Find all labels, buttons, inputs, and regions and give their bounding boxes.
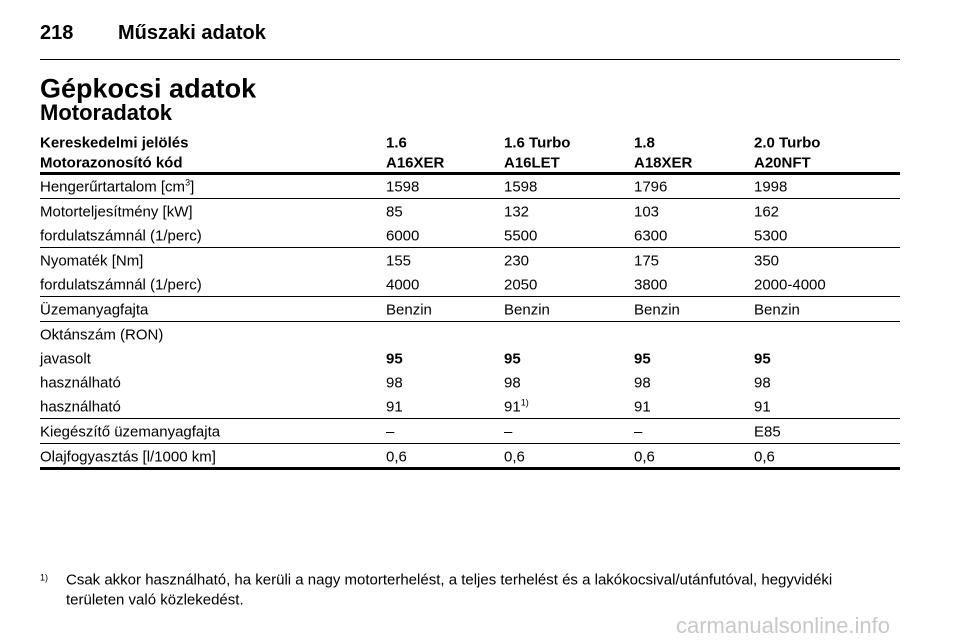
table-cell: 4000: [386, 276, 420, 294]
table-cell: Benzin: [504, 301, 550, 319]
table-cell: 2.0 Turbo: [754, 134, 821, 152]
table-cell: A18XER: [634, 154, 693, 172]
table-cell: 1.6: [386, 134, 407, 152]
table-cell: Motorazonosító kód: [40, 154, 183, 172]
table-cell: 98: [504, 374, 521, 392]
table-rule: [40, 296, 900, 297]
table-cell: 230: [504, 252, 530, 270]
superscript: 1): [520, 397, 529, 408]
table-cell: 6000: [386, 227, 420, 245]
table-cell: 95: [386, 350, 403, 368]
table-cell: –: [386, 423, 395, 441]
table-cell: 0,6: [754, 448, 775, 466]
section-title: Műszaki adatok: [118, 22, 266, 44]
table-cell: A16XER: [386, 154, 445, 172]
table-cell: 98: [386, 374, 403, 392]
footnote-line: területen való közlekedést.: [66, 591, 244, 609]
table-cell: 95: [504, 350, 521, 368]
table-cell: 1.6 Turbo: [504, 134, 571, 152]
table-cell: 98: [754, 374, 771, 392]
table-cell: –: [504, 423, 513, 441]
title: Gépkocsi adatok: [40, 73, 257, 104]
cell-text: ]: [190, 178, 195, 196]
page-number: 218: [40, 22, 74, 44]
table-cell: 95: [634, 350, 651, 368]
table-rule: [40, 172, 900, 175]
table-cell: 1.8: [634, 134, 655, 152]
table-cell: Olajfogyasztás [l/1000 km]: [40, 448, 216, 466]
table-rule: [40, 467, 900, 470]
header-rule: [40, 59, 900, 60]
table-cell: 162: [754, 203, 780, 221]
table-cell: Üzemanyagfajta: [40, 301, 149, 319]
table-cell: A20NFT: [754, 154, 811, 172]
table-cell: fordulatszámnál (1/perc): [40, 227, 202, 245]
table-cell: 91: [386, 398, 403, 416]
table-cell: Kereskedelmi jelölés: [40, 134, 189, 152]
table-cell: 0,6: [504, 448, 525, 466]
table-cell: használható: [40, 398, 121, 416]
footnote-marker: 1): [40, 572, 49, 583]
table-cell: 350: [754, 252, 780, 270]
table-cell: Motorteljesítmény [kW]: [40, 203, 193, 221]
table-cell: 98: [634, 374, 651, 392]
table-cell: 132: [504, 203, 530, 221]
table-cell: Benzin: [634, 301, 680, 319]
table-cell: Hengerűrtartalom [cm3]: [40, 177, 195, 196]
table-cell: 155: [386, 252, 412, 270]
table-cell: 0,6: [634, 448, 655, 466]
table-cell: használható: [40, 374, 121, 392]
table-cell: E85: [754, 423, 781, 441]
superscript: 3: [185, 177, 191, 188]
table-cell: 103: [634, 203, 660, 221]
table-cell: –: [634, 423, 643, 441]
table-cell: Benzin: [754, 301, 800, 319]
table-cell: 5300: [754, 227, 788, 245]
table-cell: Benzin: [386, 301, 432, 319]
table-rule: [40, 418, 900, 419]
table-rule: [40, 198, 900, 199]
table-cell: 91: [634, 398, 651, 416]
table-cell: 1796: [634, 178, 668, 196]
table-cell: 1598: [504, 178, 538, 196]
table-rule: [40, 443, 900, 444]
footnote-line: Csak akkor használható, ha kerüli a nagy…: [66, 571, 833, 589]
table-cell: 91: [754, 398, 771, 416]
table-cell: 2050: [504, 276, 538, 294]
table-cell: 0,6: [386, 448, 407, 466]
table-cell: 1998: [754, 178, 788, 196]
table-rule: [40, 321, 900, 322]
table-cell: Oktánszám (RON): [40, 326, 164, 344]
table-cell: 6300: [634, 227, 668, 245]
table-cell: 3800: [634, 276, 668, 294]
table-cell: javasolt: [40, 350, 91, 368]
cell-text: 91: [504, 398, 521, 416]
table-cell: 1598: [386, 178, 420, 196]
table-cell: 2000-4000: [754, 276, 826, 294]
table-cell: 85: [386, 203, 403, 221]
watermark: carmanualsonline.info: [676, 613, 891, 638]
table-cell: 911): [504, 397, 529, 416]
cell-text: Hengerűrtartalom [cm: [40, 178, 186, 196]
table-cell: 5500: [504, 227, 538, 245]
table-cell: Kiegészítő üzemanyagfajta: [40, 423, 221, 441]
subtitle: Motoradatok: [40, 100, 172, 125]
table-cell: A16LET: [504, 154, 560, 172]
table-rule: [40, 247, 900, 248]
table-cell: 95: [754, 350, 771, 368]
table-cell: Nyomaték [Nm]: [40, 252, 144, 270]
table-cell: fordulatszámnál (1/perc): [40, 276, 202, 294]
table-cell: 175: [634, 252, 660, 270]
